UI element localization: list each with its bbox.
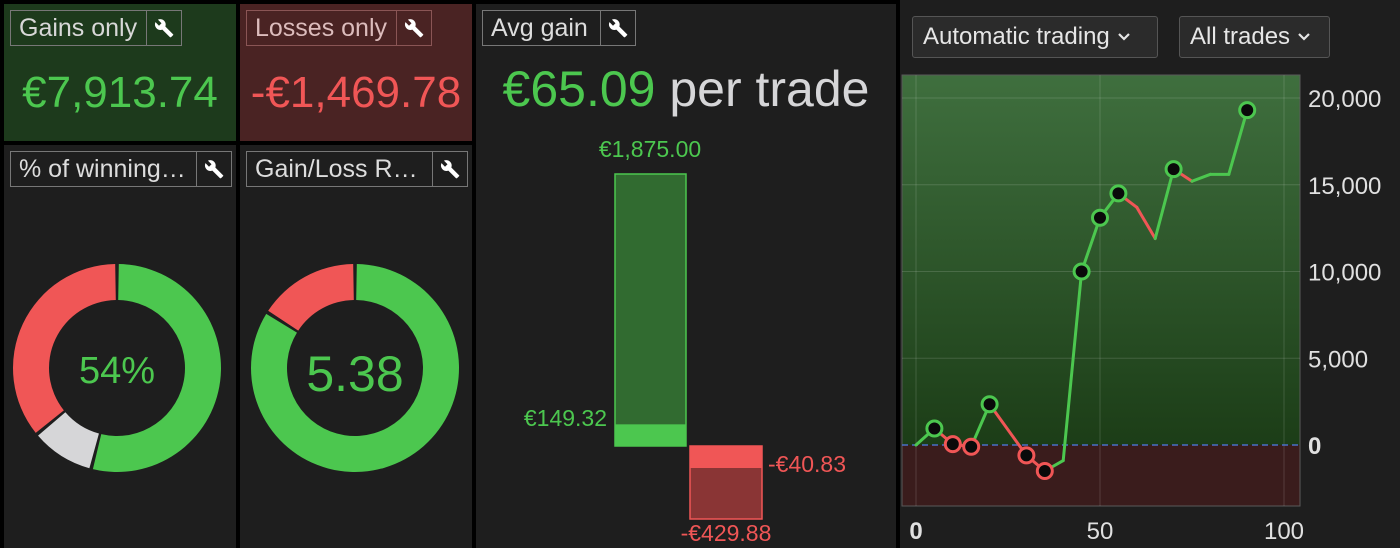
x-tick-label: 0 xyxy=(909,518,922,545)
wrench-icon[interactable] xyxy=(396,11,431,45)
winning-panel-header: % of winning ... xyxy=(10,151,232,187)
max-loss-label: -€429.88 xyxy=(681,520,772,546)
win-trade-marker[interactable] xyxy=(925,419,944,438)
max-gain-bar xyxy=(614,173,687,447)
x-tick-label: 50 xyxy=(1087,518,1114,545)
y-tick-label: 5,000 xyxy=(1308,346,1368,373)
ratio-panel-title: Gain/Loss Ra... xyxy=(255,155,428,183)
win-trade-marker[interactable] xyxy=(1164,160,1183,179)
ratio-panel-header: Gain/Loss Ra... xyxy=(246,151,468,187)
winning-percent: 54% xyxy=(79,350,155,392)
avg-gain-bar xyxy=(615,424,686,446)
win-trade-marker[interactable] xyxy=(1072,262,1091,281)
y-tick-label: 10,000 xyxy=(1308,260,1381,287)
y-tick-label: 15,000 xyxy=(1308,173,1381,200)
ratio-panel: Gain/Loss Ra... 5.38 xyxy=(240,145,472,548)
loss-zone xyxy=(902,445,1300,506)
avg-loss-label: -€40.83 xyxy=(768,451,846,477)
breakeven-segment xyxy=(38,412,99,469)
winning-panel: % of winning ... 54% xyxy=(4,145,236,548)
loss-segment xyxy=(268,264,354,331)
gains-panel-header: Gains only xyxy=(10,10,182,46)
win-trade-marker[interactable] xyxy=(1091,208,1109,227)
avg-loss-bar xyxy=(690,446,762,468)
loss-trade-marker[interactable] xyxy=(1017,446,1036,465)
gains-panel-title: Gains only xyxy=(19,14,138,42)
win-trade-marker[interactable] xyxy=(980,395,999,414)
wrench-icon[interactable] xyxy=(600,11,635,45)
equity-panel: Automatic trading All trades 20,000 15,00… xyxy=(900,0,1400,548)
winning-panel-title: % of winning ... xyxy=(19,155,189,183)
gain-segment xyxy=(251,264,459,472)
ratio-value: 5.38 xyxy=(306,346,403,402)
filter-dropdown[interactable]: All trades xyxy=(1179,16,1330,58)
win-trade-marker[interactable] xyxy=(1238,101,1257,120)
equity-line-segment xyxy=(1227,108,1249,176)
avg-panel-title: Avg gain xyxy=(491,14,588,42)
ratio-donut: 5.38 xyxy=(251,264,459,472)
max-gain-label: €1,875.00 xyxy=(599,136,701,162)
losses-panel-title: Losses only xyxy=(255,14,388,42)
equity-line-segment xyxy=(988,402,1028,457)
avg-bar-chart: €1,875.00 €149.32 -€40.83 -€429.88 xyxy=(524,136,846,546)
losses-value: -€1,469.78 xyxy=(250,68,462,117)
plot-frame xyxy=(901,74,1301,507)
chevron-down-icon xyxy=(1298,33,1310,41)
avg-headline: €65.09 per trade xyxy=(476,60,896,118)
equity-line-segment xyxy=(1190,172,1212,183)
equity-line-segment xyxy=(1135,205,1157,241)
chevron-down-icon xyxy=(1117,33,1130,41)
mode-dropdown[interactable]: Automatic trading xyxy=(912,16,1158,58)
winning-donut: 54% xyxy=(12,264,221,472)
equity-line-segment xyxy=(1153,167,1176,241)
avg-headline-suffix: per trade xyxy=(669,61,870,117)
wrench-icon[interactable] xyxy=(146,11,181,45)
win-segment xyxy=(92,264,221,472)
x-tick-label: 100 xyxy=(1264,518,1304,545)
loss-segment xyxy=(12,264,116,433)
mode-dropdown-label: Automatic trading xyxy=(923,23,1110,50)
y-tick-label: 0 xyxy=(1308,433,1321,460)
avg-panel-header: Avg gain xyxy=(482,10,636,46)
avg-headline-value: €65.09 xyxy=(502,61,656,117)
gains-value: €7,913.74 xyxy=(22,68,218,117)
win-trade-marker[interactable] xyxy=(1109,184,1128,203)
loss-trade-marker[interactable] xyxy=(1035,462,1054,481)
loss-trade-marker[interactable] xyxy=(943,435,962,454)
equity-chart: 20,000 15,000 10,000 5,000 0 0 50 100 xyxy=(901,74,1381,545)
losses-panel-header: Losses only xyxy=(246,10,432,46)
loss-trade-marker[interactable] xyxy=(962,437,981,456)
wrench-icon[interactable] xyxy=(196,152,231,186)
avg-gain-label: €149.32 xyxy=(524,405,607,431)
profit-zone xyxy=(902,75,1300,445)
filter-dropdown-label: All trades xyxy=(1190,23,1291,50)
y-tick-label: 20,000 xyxy=(1308,86,1381,113)
wrench-icon[interactable] xyxy=(432,152,467,186)
equity-line-segment xyxy=(1061,270,1084,463)
gains-panel: Gains only €7,913.74 xyxy=(4,4,236,141)
equity-line-segment xyxy=(1080,216,1102,273)
losses-panel: Losses only -€1,469.78 xyxy=(240,4,472,141)
avg-panel: Avg gain €65.09 per trade €1,875.00 €149.… xyxy=(476,4,896,548)
